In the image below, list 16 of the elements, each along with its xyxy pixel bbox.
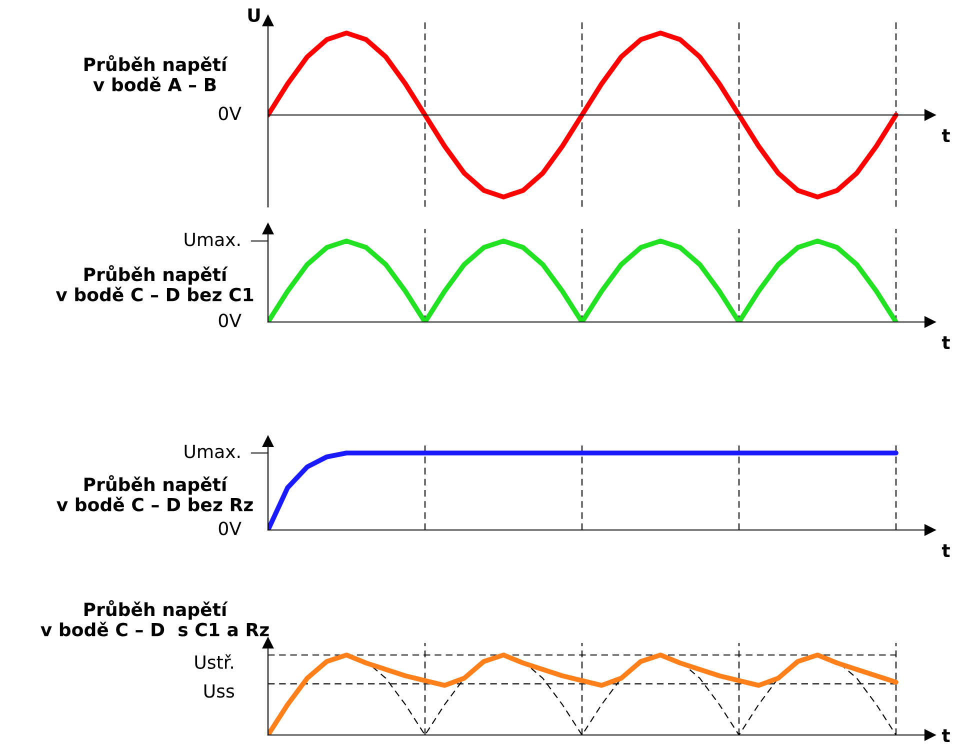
x-axis-title: t bbox=[942, 336, 950, 349]
x-axis-title: t bbox=[942, 729, 950, 742]
series-label: Ustř. bbox=[195, 654, 233, 669]
text: Průběh napětí v bodě A – B bbox=[84, 55, 228, 92]
text: Umax. bbox=[184, 232, 240, 246]
series-label: Uss bbox=[204, 684, 234, 698]
text: Umax. bbox=[184, 444, 240, 458]
text: 0V bbox=[218, 314, 242, 328]
text: 0V bbox=[218, 106, 242, 120]
chart-title: Průběh napětí v bodě C – D s C1 a Rz bbox=[40, 600, 269, 636]
x-axis-title: t bbox=[942, 129, 950, 142]
text: Průběh napětí v bodě C – D bez C1 bbox=[56, 265, 254, 302]
text: 0V bbox=[218, 522, 242, 536]
x-axis-title: t bbox=[942, 544, 950, 557]
text: Průběh napětí v bodě C – D bez Rz bbox=[56, 475, 253, 512]
y-axis-title: U bbox=[248, 8, 260, 22]
